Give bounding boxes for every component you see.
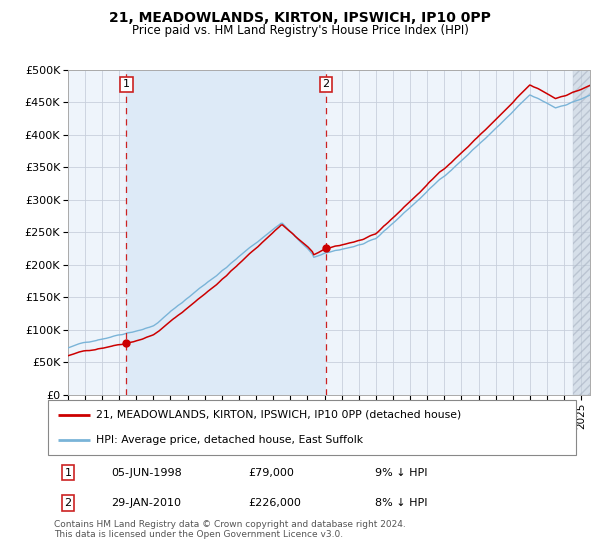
Text: 9% ↓ HPI: 9% ↓ HPI	[376, 468, 428, 478]
Text: 21, MEADOWLANDS, KIRTON, IPSWICH, IP10 0PP (detached house): 21, MEADOWLANDS, KIRTON, IPSWICH, IP10 0…	[95, 410, 461, 419]
Text: 2: 2	[65, 498, 71, 508]
Text: 29-JAN-2010: 29-JAN-2010	[112, 498, 181, 508]
Text: 2: 2	[322, 80, 329, 89]
Text: HPI: Average price, detached house, East Suffolk: HPI: Average price, detached house, East…	[95, 435, 362, 445]
Text: Price paid vs. HM Land Registry's House Price Index (HPI): Price paid vs. HM Land Registry's House …	[131, 24, 469, 36]
Text: 05-JUN-1998: 05-JUN-1998	[112, 468, 182, 478]
FancyBboxPatch shape	[48, 400, 576, 455]
Text: £79,000: £79,000	[248, 468, 295, 478]
Bar	[572, 70, 598, 395]
Text: 21, MEADOWLANDS, KIRTON, IPSWICH, IP10 0PP: 21, MEADOWLANDS, KIRTON, IPSWICH, IP10 0…	[109, 11, 491, 25]
Text: Contains HM Land Registry data © Crown copyright and database right 2024.
This d: Contains HM Land Registry data © Crown c…	[54, 520, 406, 539]
Text: £226,000: £226,000	[248, 498, 302, 508]
Text: 1: 1	[123, 80, 130, 89]
Text: 8% ↓ HPI: 8% ↓ HPI	[376, 498, 428, 508]
Text: 1: 1	[65, 468, 71, 478]
Bar	[127, 70, 326, 395]
